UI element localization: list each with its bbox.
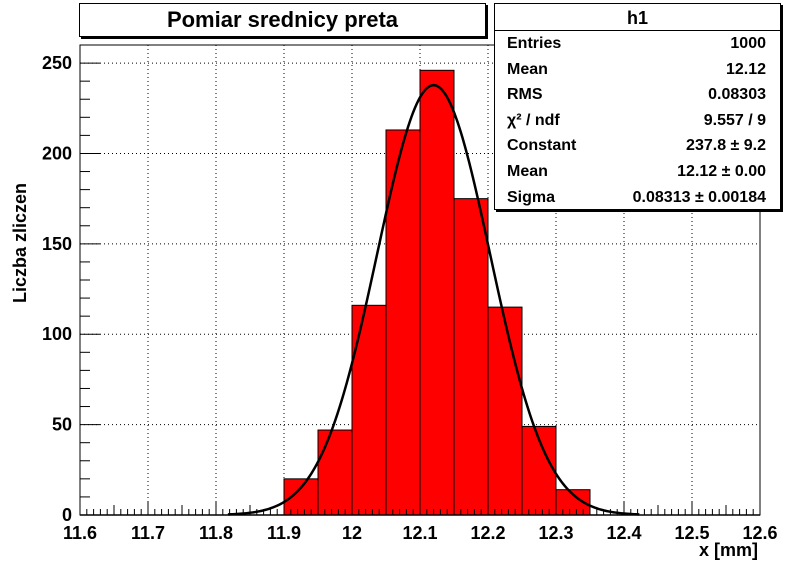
stats-row-sigma: Sigma 0.08313 ± 0.00184 bbox=[495, 185, 780, 211]
stats-key: Mean bbox=[507, 60, 548, 78]
stats-value: 237.8 ± 9.2 bbox=[686, 137, 766, 155]
x-tick-label: 12.6 bbox=[742, 523, 777, 543]
stats-value: 12.12 bbox=[725, 60, 766, 78]
stats-key: χ² / ndf bbox=[507, 111, 560, 129]
tick-labels: 11.6 11.7 11.8 11.9 12 12.1 12.2 12.3 12.4 12.5 12… bbox=[42, 53, 778, 543]
chart-title: Pomiar srednicy preta bbox=[79, 3, 486, 37]
stats-row-constant: Constant 237.8 ± 9.2 bbox=[495, 133, 780, 159]
y-tick-label: 100 bbox=[42, 324, 72, 344]
stats-value: 0.08303 bbox=[708, 86, 766, 104]
stats-value: 12.12 ± 0.00 bbox=[677, 162, 766, 180]
x-tick-label: 12.5 bbox=[674, 523, 709, 543]
x-tick-label: 11.6 bbox=[63, 523, 97, 543]
histogram-bar bbox=[317, 429, 353, 516]
stats-key: Sigma bbox=[507, 188, 556, 206]
histogram-bar bbox=[283, 478, 319, 516]
stats-value: 1000 bbox=[730, 35, 766, 52]
stats-value: 9.557 / 9 bbox=[703, 111, 766, 129]
stats-key: Mean bbox=[507, 162, 548, 180]
histogram-bar bbox=[351, 304, 387, 516]
x-tick-label: 12 bbox=[342, 523, 362, 543]
x-tick-label: 12.3 bbox=[538, 523, 573, 543]
histogram-bar bbox=[487, 306, 523, 516]
y-tick-label: 50 bbox=[52, 415, 72, 435]
stats-value: 0.08313 ± 0.00184 bbox=[632, 188, 766, 206]
x-tick-label: 12.4 bbox=[606, 523, 641, 543]
gaussian-fit-curve bbox=[227, 83, 640, 516]
x-tick-label: 11.9 bbox=[267, 523, 301, 543]
axes bbox=[79, 44, 761, 516]
x-axis-label: x [mm] bbox=[699, 540, 758, 560]
stats-row-fit-mean: Mean 12.12 ± 0.00 bbox=[495, 159, 780, 185]
histogram-bars bbox=[80, 69, 760, 516]
stats-row-rms: RMS 0.08303 bbox=[495, 82, 780, 108]
y-tick-label: 250 bbox=[42, 53, 72, 73]
stats-row-chi2: χ² / ndf 9.557 / 9 bbox=[495, 108, 780, 134]
histogram-bar bbox=[419, 69, 455, 516]
stats-key: Constant bbox=[507, 137, 577, 155]
x-tick-label: 12.2 bbox=[470, 523, 505, 543]
x-tick-label: 11.8 bbox=[199, 523, 233, 543]
histogram-bar bbox=[453, 198, 489, 516]
x-tick-label: 12.1 bbox=[402, 523, 437, 543]
stats-row-entries: Entries 1000 bbox=[495, 31, 780, 57]
y-axis-label: Liczba zliczen bbox=[10, 183, 30, 303]
stats-key: RMS bbox=[507, 86, 543, 104]
stats-key: Entries bbox=[507, 35, 562, 52]
y-tick-label: 200 bbox=[42, 143, 72, 163]
y-tick-label: 0 bbox=[62, 505, 72, 525]
stats-row-mean: Mean 12.12 bbox=[495, 57, 780, 83]
y-tick-label: 150 bbox=[42, 234, 72, 254]
stats-box-title: h1 bbox=[495, 4, 780, 31]
histogram-bar bbox=[385, 129, 421, 516]
x-tick-label: 11.7 bbox=[131, 523, 165, 543]
stats-box: h1 Entries 1000 Mean 12.12 RMS 0.08303 χ² /… bbox=[494, 3, 781, 210]
